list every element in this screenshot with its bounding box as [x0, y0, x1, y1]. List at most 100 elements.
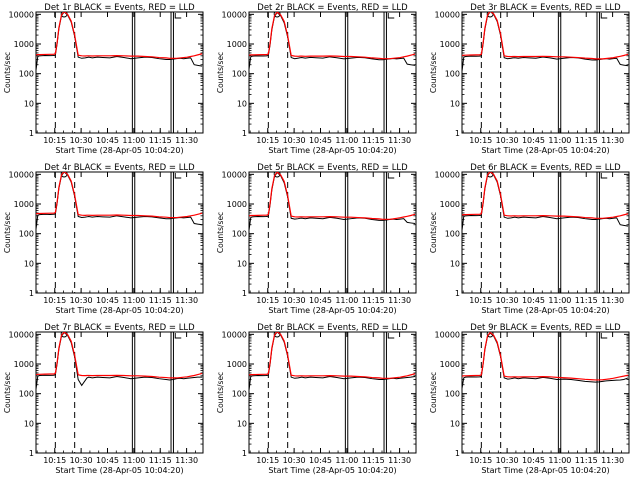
plot-area	[36, 332, 203, 453]
x-tick-label: 10:30	[496, 456, 519, 465]
attenuator-marker	[174, 333, 182, 339]
y-tick-label: 10	[24, 259, 34, 268]
x-tick-label: 10:45	[309, 456, 332, 465]
y-tick-label: 10000	[435, 10, 460, 19]
y-tick-label: 100	[232, 70, 247, 79]
x-tick-label: 10:30	[283, 296, 306, 305]
x-tick-label: 11:15	[149, 456, 172, 465]
y-tick-label: 100	[445, 70, 460, 79]
attenuator-marker	[387, 173, 395, 179]
detector-panel: Det 7r BLACK = Events, RED = LLD 1 10 100 10…	[3, 323, 204, 475]
x-tick-label: 10:15	[43, 456, 66, 465]
x-tick-label: 10:30	[283, 136, 306, 145]
y-tick-label: 1000	[14, 360, 34, 369]
y-tick-label: 1000	[14, 200, 34, 209]
x-axis-label: Start Time (28-Apr-05 10:04:20)	[481, 146, 609, 155]
lld-series-line	[36, 12, 203, 59]
y-tick-label: 1000	[440, 360, 460, 369]
panel-title: Det 7r BLACK = Events, RED = LLD	[44, 323, 195, 333]
y-axis-label: Counts/sec	[429, 372, 438, 413]
lld-series-line	[36, 172, 203, 219]
plot-frame	[35, 331, 204, 454]
plot-area	[462, 12, 629, 133]
x-tick-label: 11:00	[548, 136, 571, 145]
plot-area	[36, 172, 203, 293]
x-tick-label: 10:15	[43, 136, 66, 145]
x-tick-label: 10:15	[469, 456, 492, 465]
x-tick-label: 11:00	[122, 456, 145, 465]
y-axis-label: Counts/sec	[216, 52, 225, 93]
y-tick-label: 1	[455, 129, 460, 138]
y-tick-label: 10	[237, 259, 247, 268]
x-tick-label: 10:45	[309, 296, 332, 305]
lld-series-line	[36, 332, 203, 379]
detector-panel: Det 6r BLACK = Events, RED = LLD 1 10 100 10…	[429, 163, 630, 315]
plot-area	[462, 332, 629, 453]
y-tick-label: 100	[19, 70, 34, 79]
plot-area	[249, 172, 416, 293]
y-tick-label: 100	[232, 390, 247, 399]
detector-panel: Det 2r BLACK = Events, RED = LLD 1 10 100 10…	[216, 3, 417, 155]
y-tick-label: 10000	[9, 170, 34, 179]
x-tick-label: 11:00	[122, 296, 145, 305]
x-tick-label: 11:30	[601, 136, 624, 145]
plot-frame	[461, 331, 630, 454]
y-tick-label: 10	[24, 419, 34, 428]
lld-series-line	[249, 332, 416, 379]
x-tick-label: 11:30	[175, 136, 198, 145]
x-tick-label: 10:15	[256, 136, 279, 145]
x-tick-label: 11:30	[388, 136, 411, 145]
y-tick-label: 10	[24, 99, 34, 108]
x-tick-label: 11:30	[388, 296, 411, 305]
y-tick-label: 10	[450, 419, 460, 428]
x-tick-label: 10:45	[96, 456, 119, 465]
x-tick-label: 11:00	[548, 456, 571, 465]
panel-title: Det 1r BLACK = Events, RED = LLD	[44, 3, 195, 13]
x-tick-label: 10:30	[70, 296, 93, 305]
x-tick-label: 10:15	[469, 296, 492, 305]
y-tick-label: 10000	[435, 330, 460, 339]
x-tick-label: 11:30	[601, 296, 624, 305]
x-tick-label: 10:45	[522, 136, 545, 145]
x-axis-label: Start Time (28-Apr-05 10:04:20)	[268, 306, 396, 315]
panel-title: Det 8r BLACK = Events, RED = LLD	[257, 323, 408, 333]
x-tick-label: 10:30	[283, 456, 306, 465]
detector-panel: Det 5r BLACK = Events, RED = LLD 1 10 100 10…	[216, 163, 417, 315]
y-tick-label: 1000	[227, 200, 247, 209]
plot-frame	[248, 11, 417, 134]
plot-frame	[248, 331, 417, 454]
x-tick-label: 10:15	[469, 136, 492, 145]
attenuator-marker	[387, 13, 395, 19]
detector-panel: Det 9r BLACK = Events, RED = LLD 1 10 100 10…	[429, 323, 630, 475]
x-tick-label: 10:30	[496, 296, 519, 305]
x-tick-label: 11:30	[175, 296, 198, 305]
plot-area	[462, 172, 629, 293]
y-tick-label: 100	[19, 390, 34, 399]
y-tick-label: 100	[232, 230, 247, 239]
x-tick-label: 10:30	[496, 136, 519, 145]
y-tick-label: 100	[445, 390, 460, 399]
x-tick-label: 10:45	[96, 296, 119, 305]
x-axis-label: Start Time (28-Apr-05 10:04:20)	[268, 466, 396, 475]
plot-area	[249, 332, 416, 453]
x-tick-label: 10:45	[96, 136, 119, 145]
x-tick-label: 11:15	[575, 136, 598, 145]
y-tick-label: 1000	[227, 40, 247, 49]
x-axis-label: Start Time (28-Apr-05 10:04:20)	[55, 146, 183, 155]
plot-frame	[35, 171, 204, 294]
panel-title: Det 6r BLACK = Events, RED = LLD	[470, 163, 621, 173]
y-axis-label: Counts/sec	[216, 212, 225, 253]
y-axis-label: Counts/sec	[429, 212, 438, 253]
panel-title: Det 9r BLACK = Events, RED = LLD	[470, 323, 621, 333]
x-tick-label: 11:30	[388, 456, 411, 465]
y-tick-label: 10000	[222, 170, 247, 179]
y-tick-label: 10000	[222, 330, 247, 339]
panel-title: Det 3r BLACK = Events, RED = LLD	[470, 3, 621, 13]
x-axis-label: Start Time (28-Apr-05 10:04:20)	[481, 466, 609, 475]
x-tick-label: 10:15	[256, 456, 279, 465]
panel-title: Det 2r BLACK = Events, RED = LLD	[257, 3, 408, 13]
y-axis-label: Counts/sec	[429, 52, 438, 93]
x-tick-label: 10:15	[43, 296, 66, 305]
x-axis-label: Start Time (28-Apr-05 10:04:20)	[55, 466, 183, 475]
